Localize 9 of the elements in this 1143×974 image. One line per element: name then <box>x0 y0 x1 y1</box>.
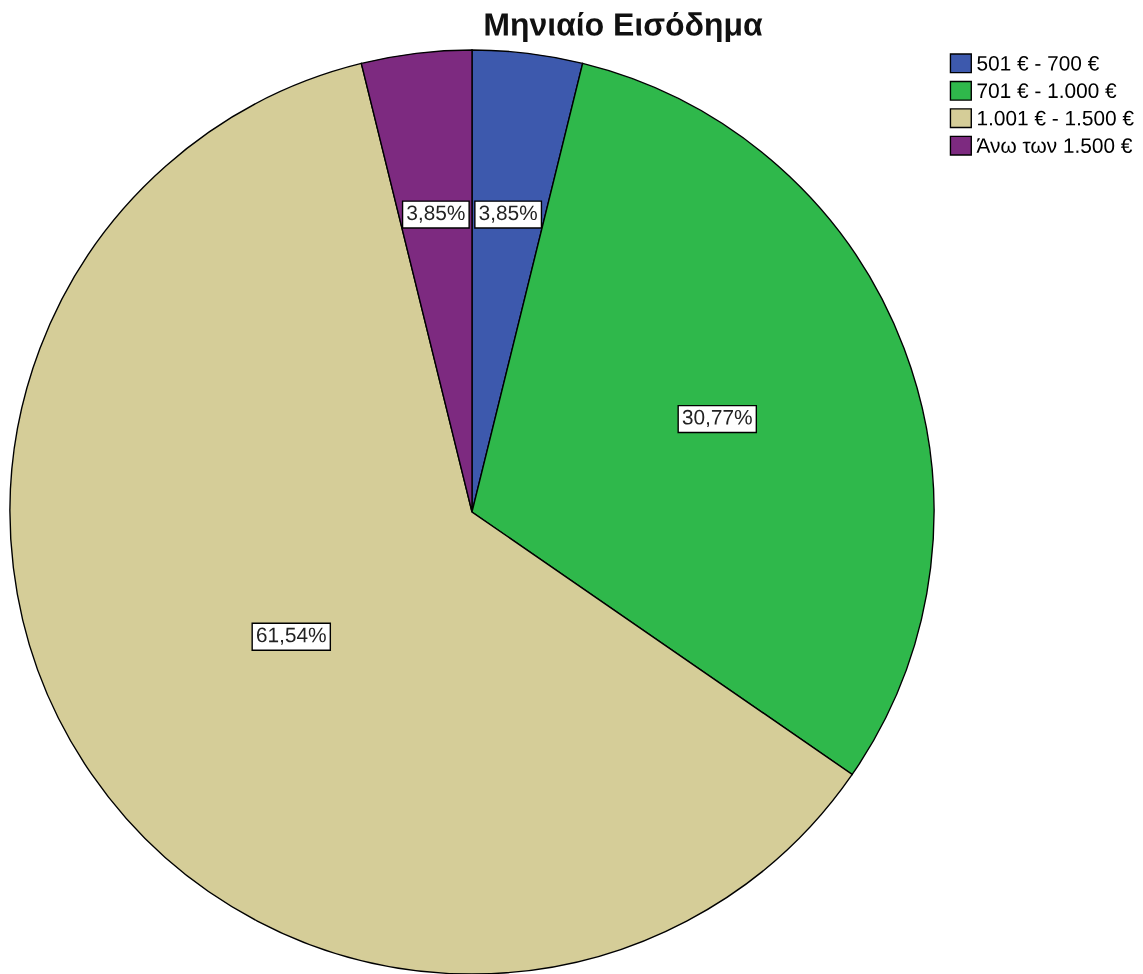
legend-label: 1.001 € - 1.500 € <box>978 110 1134 126</box>
legend-label: 501 € - 700 € <box>977 55 1099 71</box>
legend-label: 701 € - 1.000 € <box>977 83 1117 99</box>
data-label: 3,85% <box>479 205 537 223</box>
data-label: 3,85% <box>407 205 465 223</box>
chart-title: Μηνιαίο Εισόδημα <box>485 11 763 43</box>
legend-label: Άνω των 1.500 € <box>976 138 1133 154</box>
data-label: 61,54% <box>256 627 326 645</box>
data-label: 30,77% <box>682 409 752 428</box>
